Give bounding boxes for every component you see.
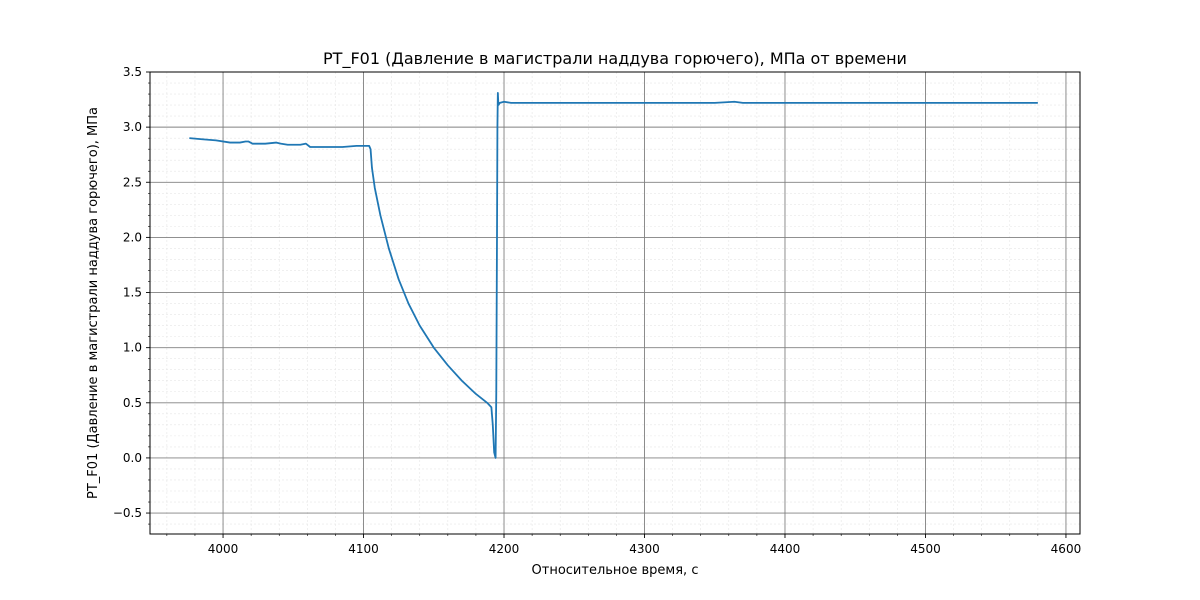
y-tick-label: 0.5 [123, 396, 142, 410]
x-tick-label: 4200 [489, 542, 520, 556]
major-grid [150, 71, 1080, 534]
y-tick-label: 2.5 [123, 175, 142, 189]
y-tick-label: 3.0 [123, 120, 142, 134]
y-axis: −0.5 0.0 0.5 1.0 1.5 2.0 2.5 3.0 3.5 [113, 65, 150, 525]
y-tick-label: −0.5 [113, 506, 142, 520]
minor-grid [150, 72, 1080, 534]
x-tick-label: 4500 [910, 542, 941, 556]
series-line-pt-f01 [189, 92, 1038, 459]
series-layer [189, 92, 1038, 459]
x-tick-label: 4600 [1051, 542, 1082, 556]
x-axis-label: Относительное время, с [532, 563, 699, 578]
x-tick-label: 4300 [629, 542, 660, 556]
y-tick-label: 0.0 [123, 451, 142, 465]
x-axis: 4000 4100 4200 4300 4400 4500 4600 [166, 534, 1082, 556]
x-tick-label: 4400 [770, 542, 801, 556]
y-tick-label: 2.0 [123, 230, 142, 244]
y-tick-label: 1.5 [123, 286, 142, 300]
x-tick-label: 4000 [208, 542, 239, 556]
chart-title: PT_F01 (Давление в магистрали наддува го… [323, 49, 907, 69]
plot-frame [149, 71, 1081, 535]
y-tick-label: 3.5 [123, 65, 142, 79]
y-tick-label: 1.0 [123, 341, 142, 355]
y-axis-label: PT_F01 (Давление в магистрали наддува го… [86, 107, 101, 499]
x-tick-label: 4100 [348, 542, 379, 556]
